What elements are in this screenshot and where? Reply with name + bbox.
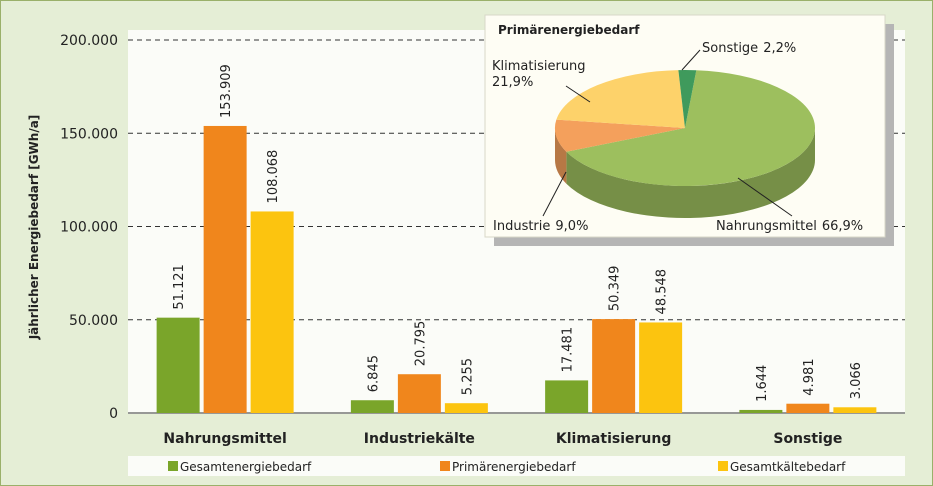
pie-label: Klimatisierung 21,9%: [492, 59, 586, 90]
value-label: 153.909: [219, 64, 234, 118]
value-label: 5.255: [460, 358, 475, 395]
y-tick-label: 200.000: [60, 33, 118, 49]
value-label: 6.845: [366, 355, 381, 392]
bar: [833, 407, 877, 413]
legend-swatch: [440, 461, 450, 471]
legend-swatch: [168, 461, 178, 471]
x-tick-label: Industriekälte: [364, 431, 475, 447]
pie-slice: [555, 119, 685, 152]
bar: [592, 319, 636, 413]
value-label: 48.548: [655, 269, 670, 315]
pie-value: 2,2%: [763, 41, 796, 56]
x-tick-label: Nahrungsmittel: [163, 431, 286, 447]
legend-label: Gesamtenergiebedarf: [180, 460, 312, 474]
bar: [156, 317, 200, 413]
legend-label: Primärenergiebedarf: [452, 460, 576, 474]
y-tick-label: 100.000: [60, 220, 118, 236]
value-label: 17.481: [561, 327, 576, 373]
value-label: 50.349: [608, 266, 623, 312]
legend-swatch: [718, 461, 728, 471]
value-label: 3.066: [849, 362, 864, 399]
bar: [786, 403, 830, 413]
pie-side: [566, 128, 815, 218]
legend-box: [128, 456, 905, 476]
pie-side: [555, 128, 567, 184]
x-tick-label: Sonstige: [773, 431, 842, 447]
value-label: 51.121: [172, 264, 187, 310]
pie-category: Nahrungsmittel: [716, 219, 817, 234]
bar: [350, 400, 394, 413]
pie-value: 21,9%: [492, 75, 533, 90]
bar: [739, 409, 783, 413]
y-tick-label: 50.000: [69, 313, 118, 329]
legend-label: Gesamtkältebedarf: [730, 460, 846, 474]
bar: [203, 125, 247, 413]
value-label: 1.644: [755, 365, 770, 402]
bar: [545, 380, 589, 413]
pie-label: Industrie 9,0%: [493, 219, 588, 234]
leader-line: [737, 177, 793, 217]
pie-slice: [566, 70, 815, 187]
pie-label: Nahrungsmittel 66,9%: [716, 219, 863, 234]
pie-value: 66,9%: [822, 219, 863, 234]
bar: [250, 211, 294, 413]
pie-slice: [556, 70, 685, 128]
pie-category: Klimatisierung: [492, 59, 586, 74]
value-label: 108.068: [266, 150, 281, 204]
pie-title: Primärenergiebedarf: [498, 23, 640, 37]
value-label: 4.981: [802, 358, 817, 395]
y-tick-label: 0: [109, 406, 118, 422]
pie-category: Sonstige: [702, 41, 758, 56]
leader-line: [542, 171, 567, 217]
bar: [444, 403, 488, 413]
bar: [397, 374, 441, 413]
x-tick-label: Klimatisierung: [556, 431, 671, 447]
y-tick-label: 150.000: [60, 126, 118, 142]
pie-value: 9,0%: [555, 219, 588, 234]
pie-label: Sonstige 2,2%: [702, 41, 796, 56]
y-axis-title: Jährlicher Energiebedarf [GWh/a]: [27, 115, 41, 341]
pie-slice: [678, 70, 697, 128]
pie-category: Industrie: [493, 219, 550, 234]
leader-line: [681, 49, 701, 71]
bar: [639, 322, 683, 413]
leader-line: [565, 85, 591, 103]
value-label: 20.795: [413, 321, 428, 367]
